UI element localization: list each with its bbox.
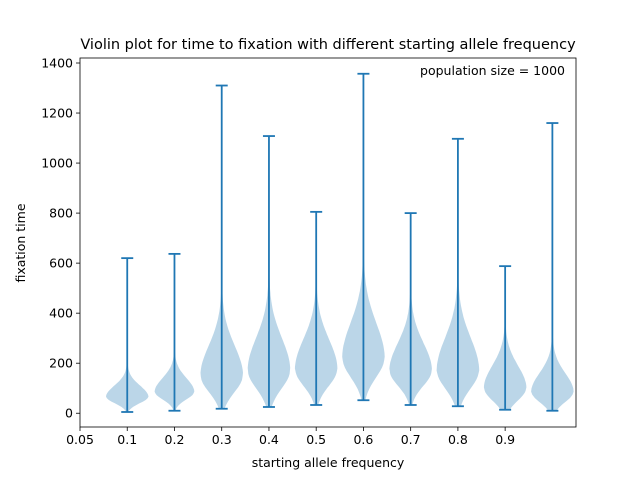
plot-frame	[79, 57, 577, 428]
x-tick-label: 0.9	[495, 432, 515, 447]
x-tick-label: 0.2	[165, 432, 185, 447]
y-tick-label: 1400	[41, 56, 73, 71]
x-tick-label: 0.4	[259, 432, 279, 447]
y-axis-label: fixation time	[13, 203, 28, 282]
y-tick-label: 0	[65, 406, 73, 421]
chart-title: Violin plot for time to fixation with di…	[80, 37, 576, 53]
population-size-annotation: population size = 1000	[420, 63, 565, 78]
y-tick-label: 600	[49, 256, 73, 271]
x-tick-label: 0.6	[353, 432, 373, 447]
x-tick-label: 0.3	[212, 432, 232, 447]
x-tick-label: 0.7	[401, 432, 421, 447]
y-tick-label: 400	[49, 306, 73, 321]
y-tick-label: 1000	[41, 156, 73, 171]
y-tick-label: 200	[49, 356, 73, 371]
x-axis-ticks: 0.05 0.1 0.2 0.3 0.4 0.5 0.6 0.7 0.8 0.9	[66, 427, 515, 447]
x-axis-label: starting allele frequency	[252, 455, 405, 470]
x-tick-label: 0.8	[448, 432, 468, 447]
y-tick-label: 1200	[41, 106, 73, 121]
violin-group	[106, 72, 574, 413]
x-tick-label: 0.1	[117, 432, 137, 447]
y-axis-ticks: 0 200 400 600 800 1000 1200 1400	[41, 56, 80, 421]
y-tick-label: 800	[49, 206, 73, 221]
x-tick-label: 0.5	[306, 432, 326, 447]
x-tick-label: 0.05	[66, 432, 94, 447]
